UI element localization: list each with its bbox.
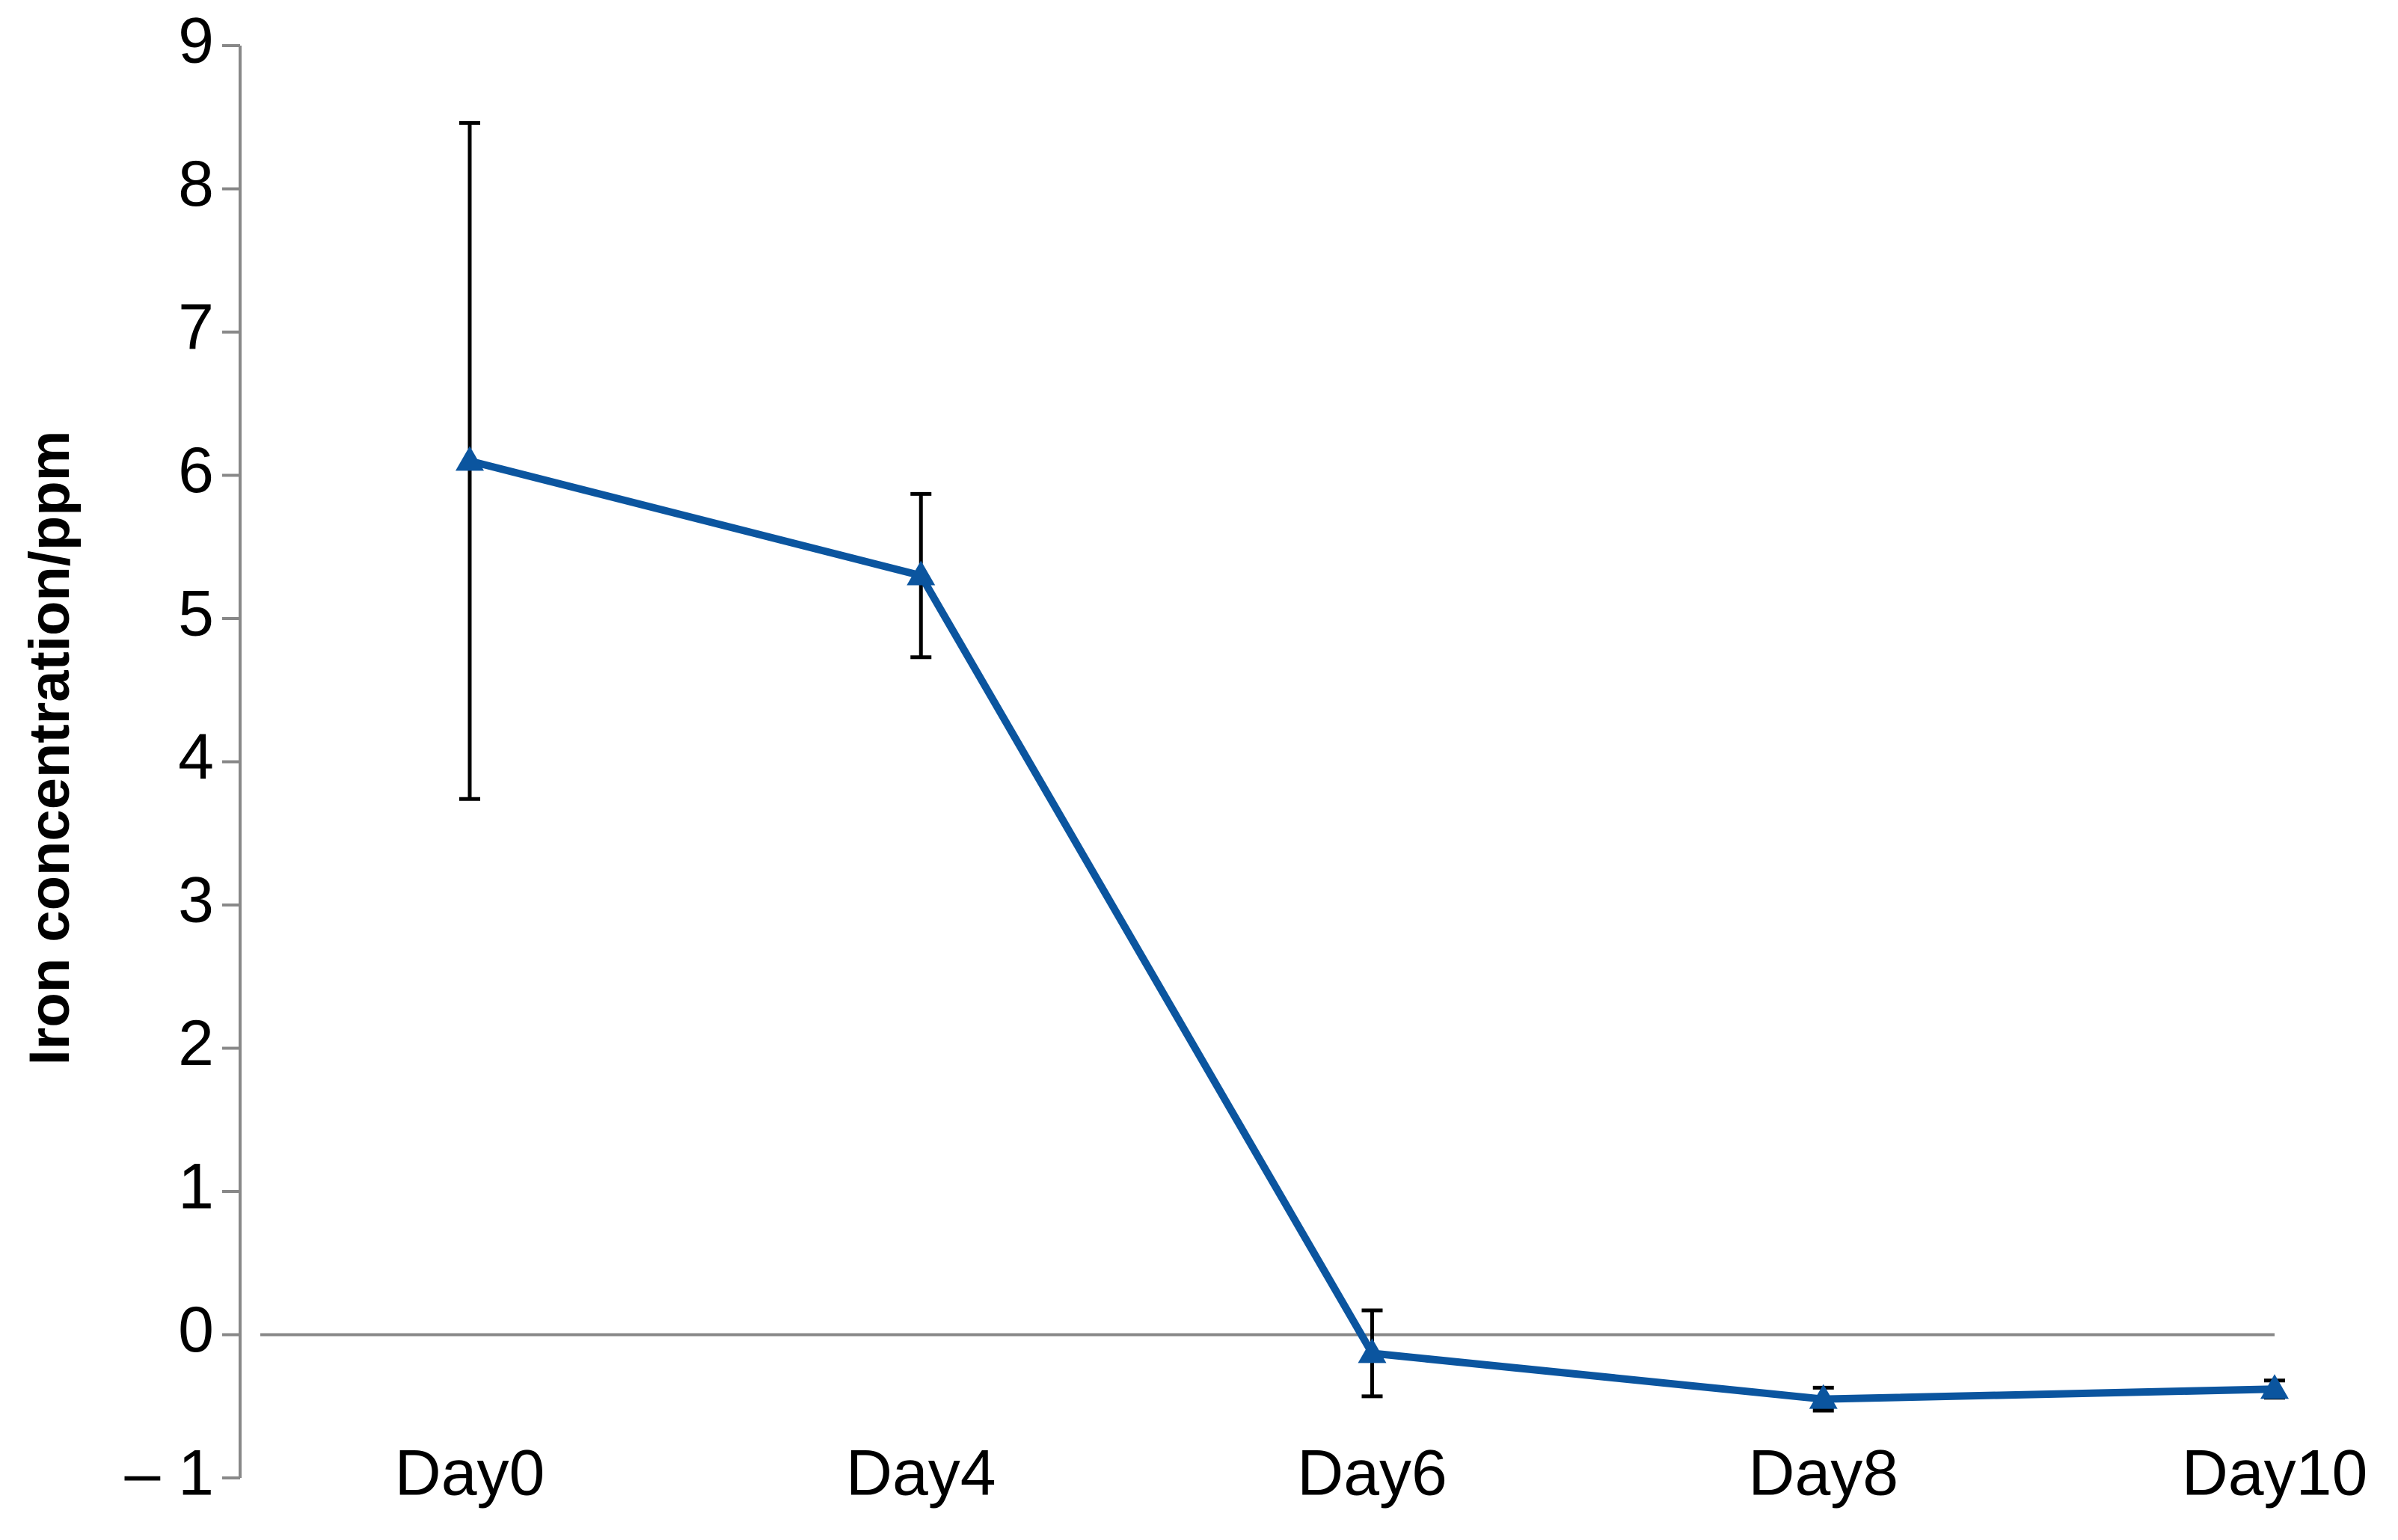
y-tick-label: 3 [178, 865, 214, 936]
data-point [1358, 1338, 1387, 1363]
data-point [2260, 1374, 2289, 1399]
data-line [468, 457, 2275, 1403]
x-tick-label: Day0 [395, 1438, 545, 1509]
x-tick-label: Day10 [2182, 1438, 2368, 1509]
y-tick-label: 1 [178, 1151, 214, 1223]
y-tick-label: 4 [178, 721, 214, 793]
x-tick-label: Day6 [1297, 1438, 1447, 1509]
y-tick-label: 6 [178, 435, 214, 506]
y-tick-label: 9 [178, 5, 214, 77]
y-tick-label: 7 [178, 292, 214, 363]
y-tick-label: – 1 [124, 1438, 214, 1509]
data-point [456, 446, 484, 471]
y-tick-label: 5 [178, 578, 214, 650]
x-tick-label: Day8 [1748, 1438, 1898, 1509]
data-point [907, 560, 936, 586]
y-tick-label: 0 [178, 1294, 214, 1366]
x-tick-label: Day4 [846, 1438, 996, 1509]
y-tick-label: 2 [178, 1007, 214, 1079]
y-tick-label: 8 [178, 148, 214, 220]
data-point [1809, 1384, 1838, 1409]
y-axis-label: Iron concentration/ppm [18, 431, 82, 1066]
